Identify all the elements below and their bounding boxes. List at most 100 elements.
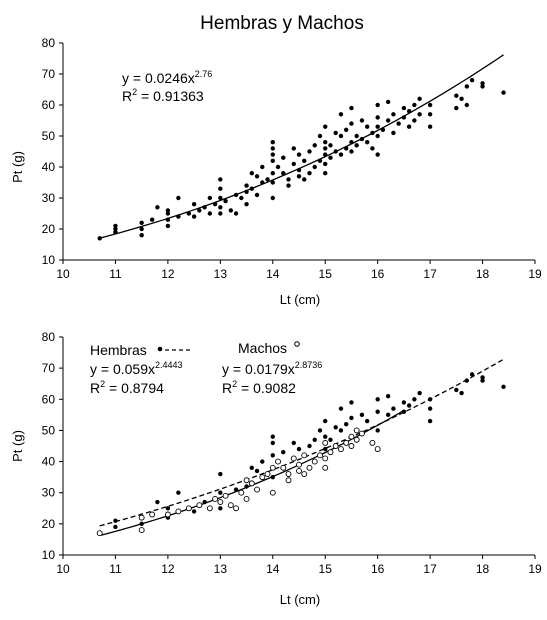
data-point (344, 146, 349, 151)
chart-title: Hembras y Machos (200, 13, 364, 34)
x-tick-label: 18 (476, 562, 490, 576)
data-point-machos (138, 527, 145, 534)
data-point-machos (138, 514, 145, 521)
x-tick-label: 10 (56, 562, 70, 576)
data-point-hembras (385, 412, 391, 418)
data-point (401, 105, 407, 111)
data-point (375, 133, 380, 139)
data-point (307, 171, 312, 176)
data-point (113, 229, 118, 235)
x-tick-label: 15 (319, 562, 333, 576)
data-point-hembras (312, 437, 317, 442)
data-point-hembras (218, 490, 223, 495)
data-point (427, 124, 433, 129)
data-point (197, 208, 202, 213)
data-point (349, 149, 354, 154)
data-point-hembras (113, 524, 118, 530)
data-point-machos (196, 502, 203, 509)
data-point-hembras (165, 506, 171, 511)
data-point (275, 164, 281, 170)
data-point (212, 202, 218, 207)
data-point (349, 121, 354, 126)
equation-text-hembras: y = 0.059x2.4443 (90, 360, 183, 377)
data-point (97, 236, 102, 241)
data-point (218, 177, 223, 182)
data-point-hembras (401, 400, 407, 405)
data-point (464, 102, 470, 108)
data-point-machos (243, 477, 250, 484)
data-point-hembras (191, 509, 197, 514)
data-point (291, 161, 296, 167)
data-point-hembras (328, 437, 333, 442)
data-point-machos (338, 446, 344, 453)
y-tick-label: 40 (42, 455, 56, 469)
data-point (406, 124, 412, 129)
data-point-machos (238, 489, 245, 496)
data-point-hembras (349, 415, 354, 421)
data-point (417, 112, 422, 117)
data-point-machos (301, 452, 308, 459)
data-point (349, 105, 354, 111)
data-point-machos (175, 508, 182, 515)
data-point (338, 133, 344, 139)
data-point (265, 177, 270, 182)
data-point-hembras (480, 378, 485, 383)
data-point (333, 130, 338, 136)
x-tick-label: 12 (161, 562, 175, 576)
y-tick-label: 70 (42, 67, 56, 81)
data-point-machos (269, 464, 276, 471)
chart-hembras-machos-comparison: Pt (g) Lt (cm) Hembras y = 0.059x2.4443 … (10, 330, 542, 607)
data-point (338, 152, 344, 157)
data-point-hembras (307, 443, 312, 449)
data-point (459, 96, 464, 102)
y-tick-label: 60 (42, 98, 56, 112)
trendline-hembras (99, 358, 504, 527)
r-squared-text-hembras: R2 = 0.8794 (90, 379, 164, 396)
data-point-hembras (427, 397, 433, 402)
data-point-machos (227, 502, 234, 509)
data-point-hembras (469, 372, 475, 377)
data-point (302, 177, 307, 182)
x-tick-label: 10 (56, 267, 70, 281)
data-point (233, 192, 239, 198)
data-point (469, 78, 475, 83)
data-point (370, 146, 375, 151)
data-point (286, 177, 291, 182)
data-point-machos (353, 427, 360, 434)
data-point-machos (369, 439, 376, 446)
data-point-hembras (338, 406, 344, 411)
data-point (270, 158, 275, 163)
data-point (223, 198, 228, 204)
data-point-hembras (454, 387, 459, 393)
data-point-machos (275, 458, 281, 465)
y-tick-label: 50 (42, 129, 56, 143)
data-point (244, 202, 249, 207)
data-point-hembras (291, 440, 296, 446)
data-point (328, 155, 333, 160)
data-point (480, 81, 485, 86)
data-point (186, 211, 192, 216)
data-point-machos (348, 433, 355, 440)
data-point (191, 202, 197, 207)
x-tick-label: 19 (528, 267, 542, 281)
data-point (270, 146, 275, 151)
data-point-machos (248, 480, 255, 487)
data-point (296, 174, 302, 179)
data-point-hembras (270, 474, 275, 480)
data-point-hembras (375, 409, 380, 414)
data-point-hembras (385, 393, 391, 399)
data-point-hembras (260, 459, 265, 464)
data-point (254, 174, 260, 179)
data-point (454, 105, 459, 111)
data-point (480, 84, 485, 89)
data-point (417, 96, 422, 102)
data-point (218, 205, 223, 210)
y-tick-label: 10 (42, 253, 56, 267)
data-point-machos (259, 474, 266, 481)
data-point (312, 143, 317, 148)
r-squared-text-machos: R2 = 0.9082 (222, 379, 296, 396)
data-point-hembras (113, 518, 118, 523)
data-point (323, 140, 328, 145)
data-point (349, 140, 354, 145)
data-point-machos (296, 467, 302, 474)
